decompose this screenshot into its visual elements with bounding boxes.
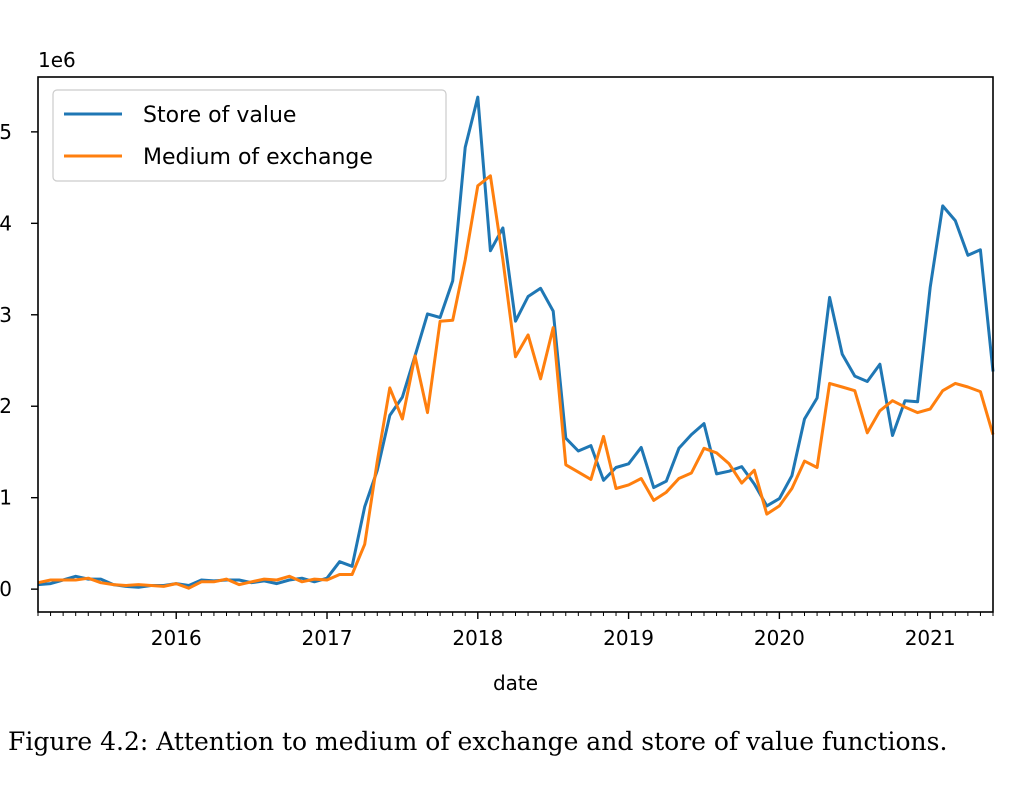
x-tick-label: 2020 — [754, 626, 805, 650]
x-tick-label: 2019 — [603, 626, 654, 650]
line-chart: 2016 2017 2018 2019 2020 2021 0 1 2 3 4 5 1e6 date… — [0, 48, 995, 695]
y-tick-label: 3 — [0, 303, 12, 327]
legend: Store of value Medium of exchange — [52, 89, 447, 182]
legend-box — [52, 89, 447, 182]
y-axis: 0 1 2 3 4 5 — [0, 120, 38, 601]
x-tick-label: 2021 — [905, 626, 956, 650]
x-tick-label: 2018 — [452, 626, 503, 650]
series-layer — [37, 95, 995, 590]
x-tick-label: 2016 — [151, 626, 202, 650]
y-tick-label: 2 — [0, 394, 12, 418]
legend-label-1: Medium of exchange — [143, 145, 373, 170]
figure-caption: Figure 4.2: Attention to medium of excha… — [8, 727, 948, 756]
legend-label-0: Store of value — [143, 103, 296, 128]
series-line-1 — [37, 174, 995, 590]
series-line-0 — [37, 95, 995, 589]
y-tick-label: 0 — [0, 577, 12, 601]
x-axis: 2016 2017 2018 2019 2020 2021 — [37, 612, 994, 650]
x-tick-label: 2017 — [302, 626, 353, 650]
y-axis-offset-text: 1e6 — [38, 48, 76, 72]
y-tick-label: 1 — [0, 486, 12, 510]
x-axis-label: date — [493, 671, 538, 695]
y-tick-label: 4 — [0, 211, 12, 235]
y-tick-label: 5 — [0, 120, 12, 144]
